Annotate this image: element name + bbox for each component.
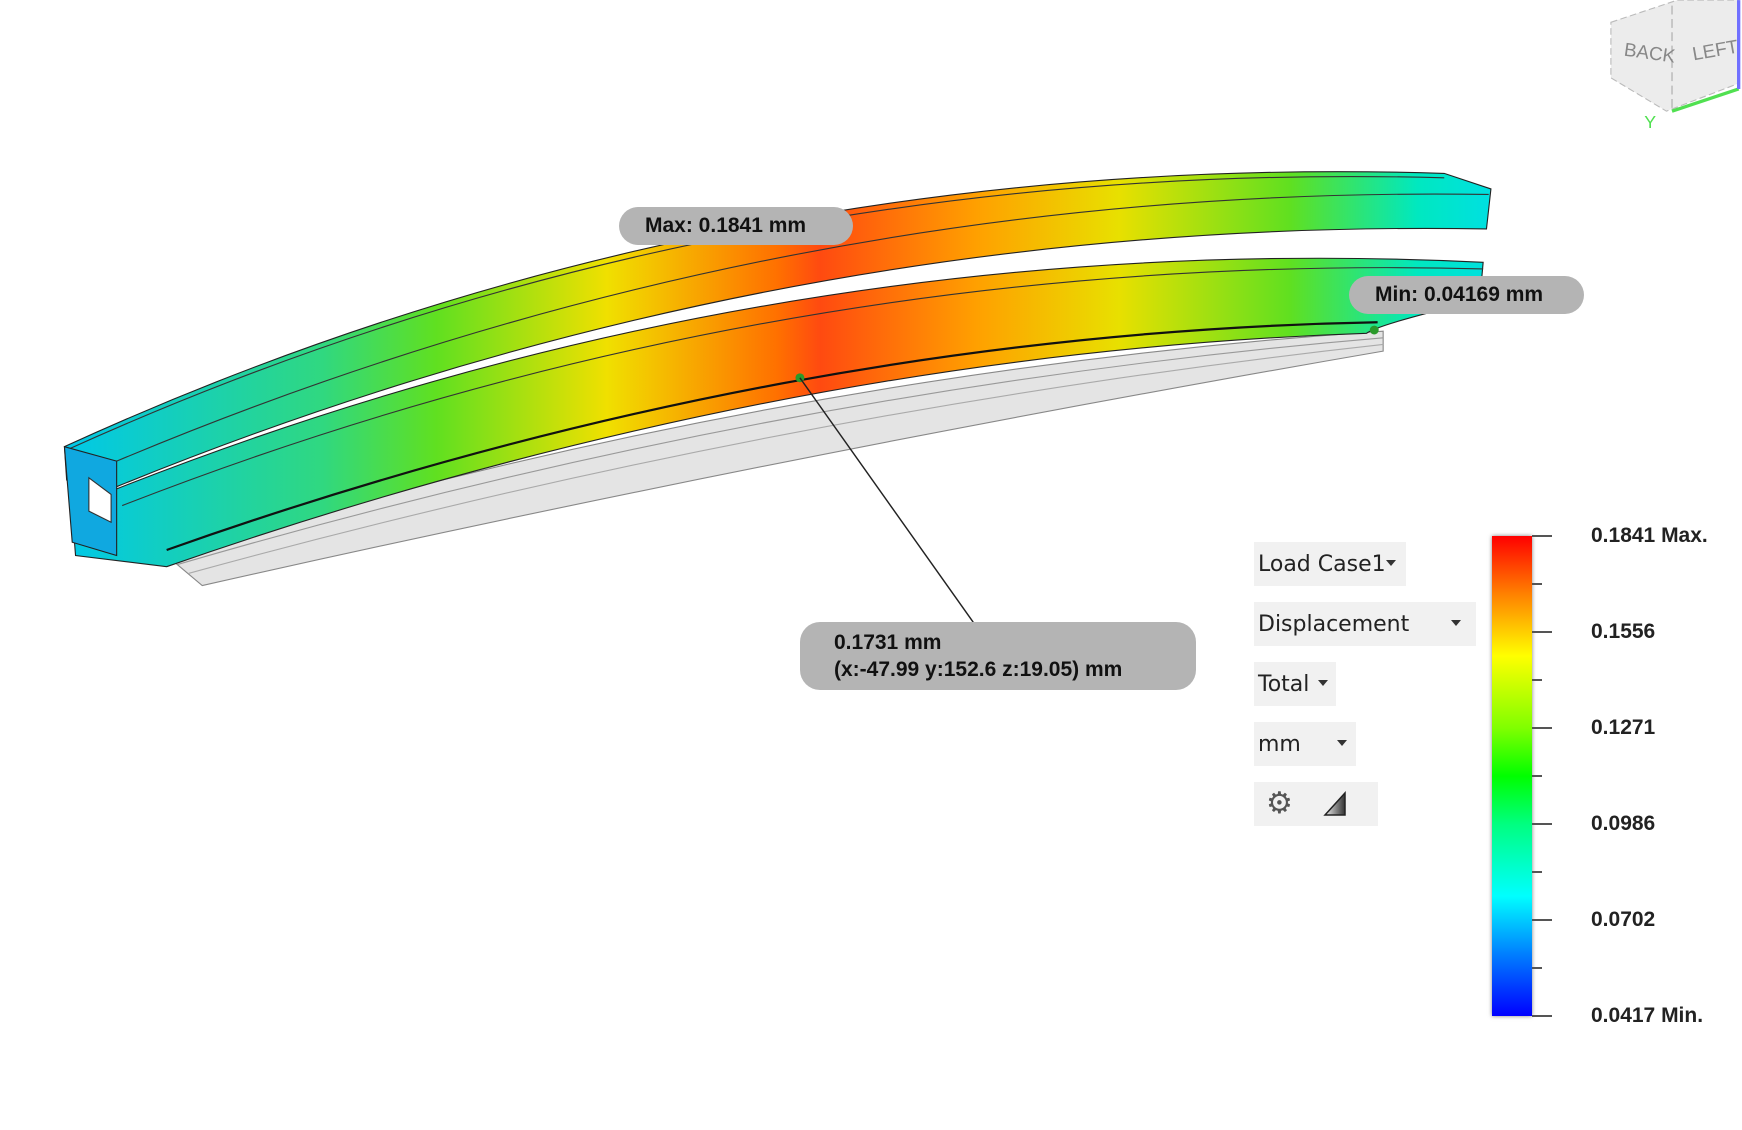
legend-label: 0.0986 (1591, 812, 1656, 835)
probe-callout[interactable]: 0.1731 mm (x:-47.99 y:152.6 z:19.05) mm (800, 622, 1196, 690)
legend-options-bar: ⚙ (1254, 782, 1378, 826)
legend-label: 0.1556 (1591, 620, 1656, 643)
legend-label: 0.0702 (1591, 908, 1656, 931)
chevron-down-icon (1386, 560, 1396, 566)
max-label: Max: 0.1841 mm (645, 214, 807, 237)
probe-leader-line (799, 377, 974, 623)
legend-tick (1532, 535, 1552, 537)
legend-tick (1532, 631, 1552, 633)
legend-tick (1532, 679, 1542, 681)
load-case-dropdown[interactable]: Load Case1 (1254, 542, 1406, 586)
legend-tick (1532, 871, 1542, 873)
load-case-value: Load Case1 (1258, 551, 1386, 577)
probe-value: 0.1731 mm (834, 631, 942, 654)
component-dropdown[interactable]: Total (1254, 662, 1336, 706)
result-type-value: Displacement (1258, 611, 1410, 637)
y-axis-label: Y (1644, 112, 1656, 132)
legend-tick (1532, 967, 1542, 969)
legend-scale-icon[interactable] (1323, 791, 1347, 817)
chevron-down-icon (1451, 620, 1461, 626)
min-callout: Min: 0.04169 mm (1349, 276, 1584, 314)
max-callout: Max: 0.1841 mm (619, 207, 853, 245)
legend-tick (1532, 727, 1552, 729)
min-label: Min: 0.04169 mm (1375, 283, 1544, 306)
legend-color-bar (1492, 536, 1532, 1016)
legend-tick (1532, 823, 1552, 825)
legend-tick (1532, 775, 1542, 777)
legend-tick (1532, 919, 1552, 921)
chevron-down-icon (1318, 680, 1328, 686)
legend-tick (1532, 1015, 1552, 1017)
chevron-down-icon (1337, 740, 1347, 746)
undeformed-beam (165, 330, 1384, 587)
legend-label: 0.1271 (1591, 716, 1656, 739)
legend-tick (1532, 583, 1542, 585)
gear-icon[interactable]: ⚙ (1266, 786, 1293, 821)
unit-dropdown[interactable]: mm (1254, 722, 1356, 766)
unit-value: mm (1258, 731, 1301, 757)
probe-coords: (x:-47.99 y:152.6 z:19.05) mm (834, 658, 1123, 681)
component-value: Total (1258, 671, 1310, 697)
legend-label-max: 0.1841 Max. (1591, 524, 1708, 547)
view-cube[interactable]: BACK LEFT Y (1610, 0, 1740, 132)
legend-label-min: 0.0417 Min. (1591, 1004, 1704, 1027)
result-type-dropdown[interactable]: Displacement (1254, 602, 1476, 646)
